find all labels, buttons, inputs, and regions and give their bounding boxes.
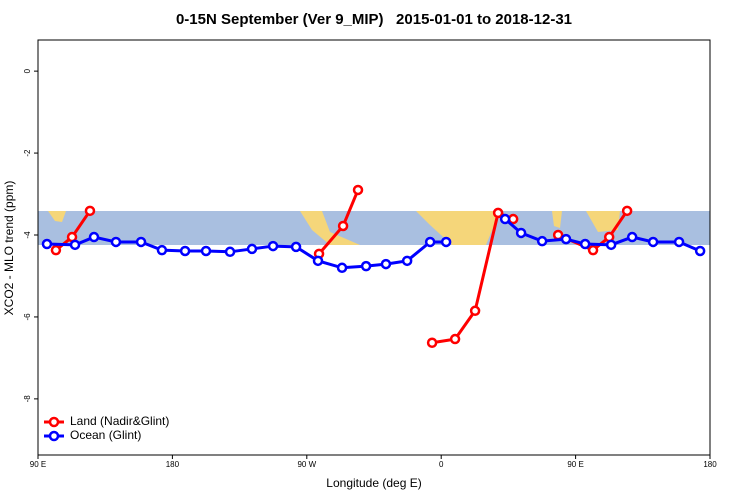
legend-label: Land (Nadir&Glint) [70, 414, 169, 428]
legend-label: Ocean (Glint) [70, 428, 141, 442]
x-tick-label: 90 E [30, 460, 46, 469]
x-tick-label: 0 [439, 460, 444, 469]
point [290, 241, 302, 253]
y-tick-label: -4 [23, 231, 32, 239]
point [336, 262, 348, 274]
land-shape [552, 211, 562, 228]
point [587, 244, 599, 256]
point [440, 236, 452, 248]
legend-marker [48, 430, 60, 442]
point [694, 245, 706, 257]
point [156, 244, 168, 256]
point [424, 236, 436, 248]
point [69, 239, 81, 251]
point [88, 231, 100, 243]
land-shape [300, 211, 360, 245]
point [41, 238, 53, 250]
legend-marker [48, 416, 60, 428]
y-tick-label: -8 [23, 395, 32, 403]
point [647, 236, 659, 248]
y-axis-label: XCO2 - MLO trend (ppm) [2, 181, 16, 316]
land-shape [48, 211, 66, 222]
point [50, 244, 62, 256]
point [426, 337, 438, 348]
point [380, 258, 392, 270]
point [179, 245, 191, 257]
point [621, 205, 633, 217]
point [110, 236, 122, 248]
point [605, 239, 617, 251]
map-strip [38, 211, 710, 245]
point [492, 207, 504, 219]
land-shape [416, 211, 500, 245]
x-axis-label: Longitude (deg E) [326, 476, 421, 490]
point [200, 245, 212, 257]
point [499, 213, 511, 225]
point [626, 231, 638, 243]
point [224, 246, 236, 258]
x-tick-label: 180 [166, 460, 180, 469]
chart-title: 0-15N September (Ver 9_MIP) 2015-01-01 t… [176, 11, 572, 28]
point [337, 220, 349, 232]
plot-frame [37, 39, 711, 456]
point [360, 260, 372, 272]
point [352, 184, 364, 196]
point [84, 205, 96, 217]
point [579, 238, 591, 250]
x-tick-label: 180 [703, 460, 717, 469]
point [135, 236, 147, 248]
y-tick-label: -6 [23, 313, 32, 321]
point [449, 333, 461, 345]
land-shape [586, 211, 620, 232]
point [515, 227, 527, 239]
y-tick-label: -2 [23, 149, 32, 157]
point [673, 236, 685, 248]
point [469, 305, 481, 317]
point [552, 229, 564, 241]
point [312, 255, 324, 267]
x-tick-label: 90 E [567, 460, 583, 469]
y-tick-label: 0 [23, 68, 32, 73]
x-tick-label: 90 W [297, 460, 316, 469]
point [267, 240, 279, 252]
point [560, 233, 572, 245]
point [246, 243, 258, 255]
point [536, 235, 548, 247]
point [401, 255, 413, 267]
